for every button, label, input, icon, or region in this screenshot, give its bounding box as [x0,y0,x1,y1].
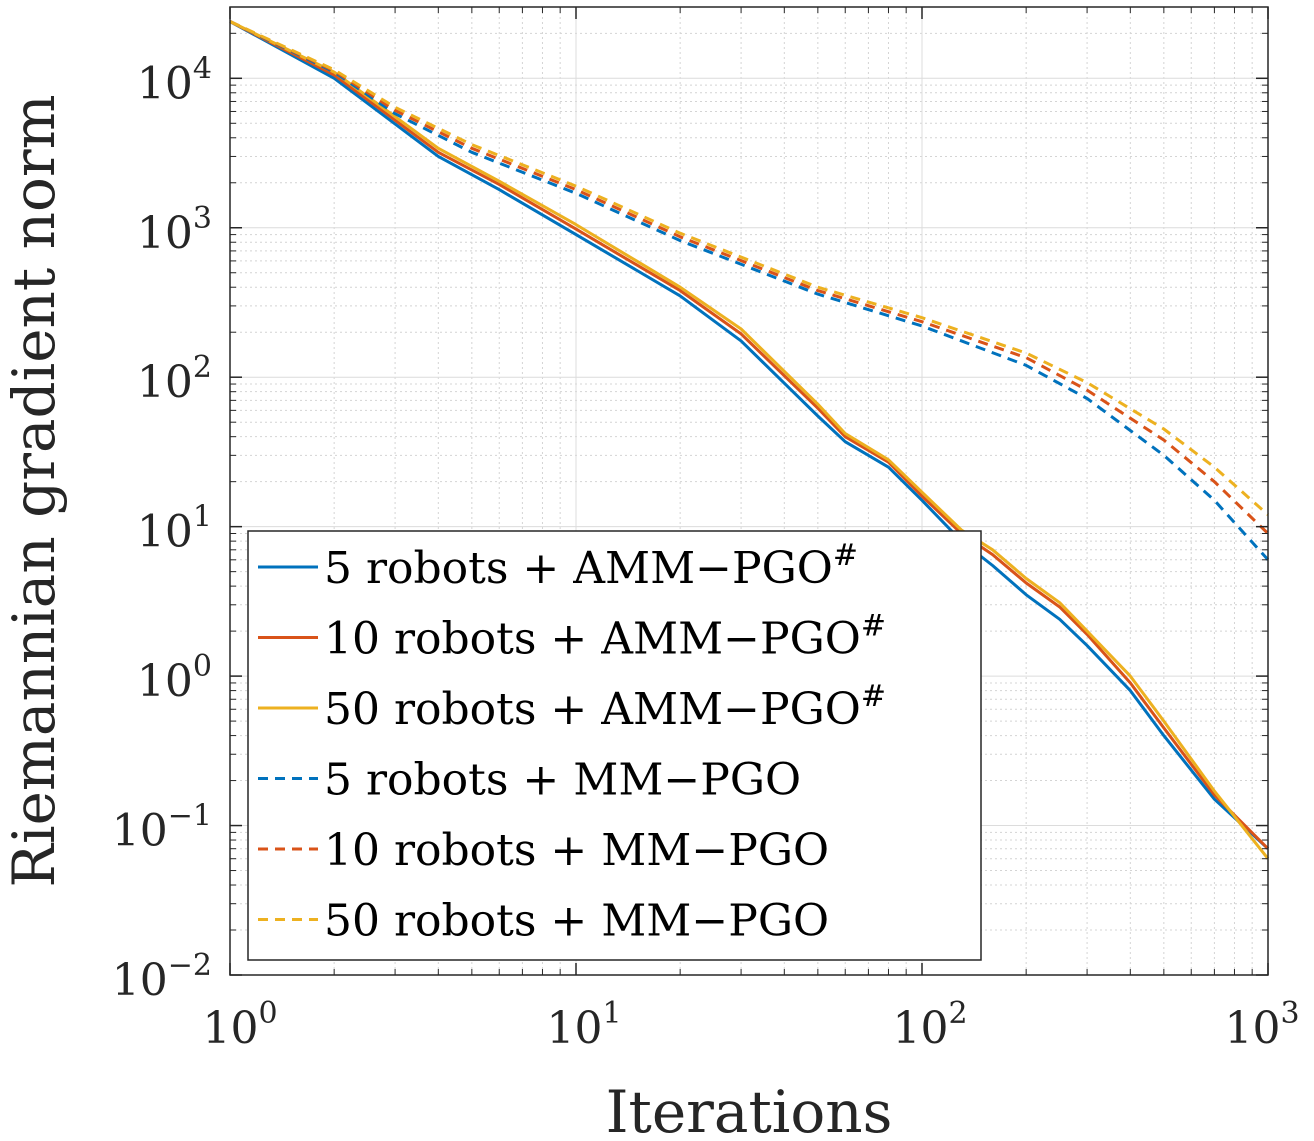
x-tick-label: 101 [546,996,621,1054]
legend-label: 50 robots + AMM−PGO# [324,679,886,735]
y-axis-title: Riemannian gradient norm [0,94,68,887]
y-tick-label: 101 [137,500,212,558]
series-line [229,20,1270,850]
series-layer [229,20,1270,860]
series-line [229,20,1269,516]
y-tick-label: 10−2 [112,948,212,1006]
y-tick-label: 102 [137,350,212,408]
y-tick-label: 104 [137,51,212,109]
x-tick-label: 102 [892,996,967,1054]
plot-frame [229,6,1269,976]
legend-label: 10 robots + MM−PGO [324,825,829,876]
series-line [229,20,1270,561]
y-tick-label: 100 [137,649,212,707]
series-line [229,20,1270,850]
legend-box [247,530,982,961]
y-tick-labels: 104 103 102 101 100 10−1 10−2 [112,51,212,1006]
y-tick-label: 103 [137,201,212,259]
legend-label: 5 robots + MM−PGO [324,755,801,806]
legend-label: 50 robots + MM−PGO [324,896,829,947]
x-tick-label: 103 [1224,996,1299,1054]
y-tick-label: 10−1 [112,799,212,857]
legend: 5 robots + AMM−PGO# 10 robots + AMM−PGO# 5… [247,530,982,961]
series-line [229,20,1270,535]
x-axis-title: Iterations [606,1078,893,1141]
series-line [229,20,1270,860]
x-tick-label: 100 [202,996,277,1054]
legend-label: 5 robots + AMM−PGO# [324,538,858,594]
x-tick-labels: 100 101 102 103 [202,996,1299,1054]
legend-label: 10 robots + AMM−PGO# [324,609,886,665]
